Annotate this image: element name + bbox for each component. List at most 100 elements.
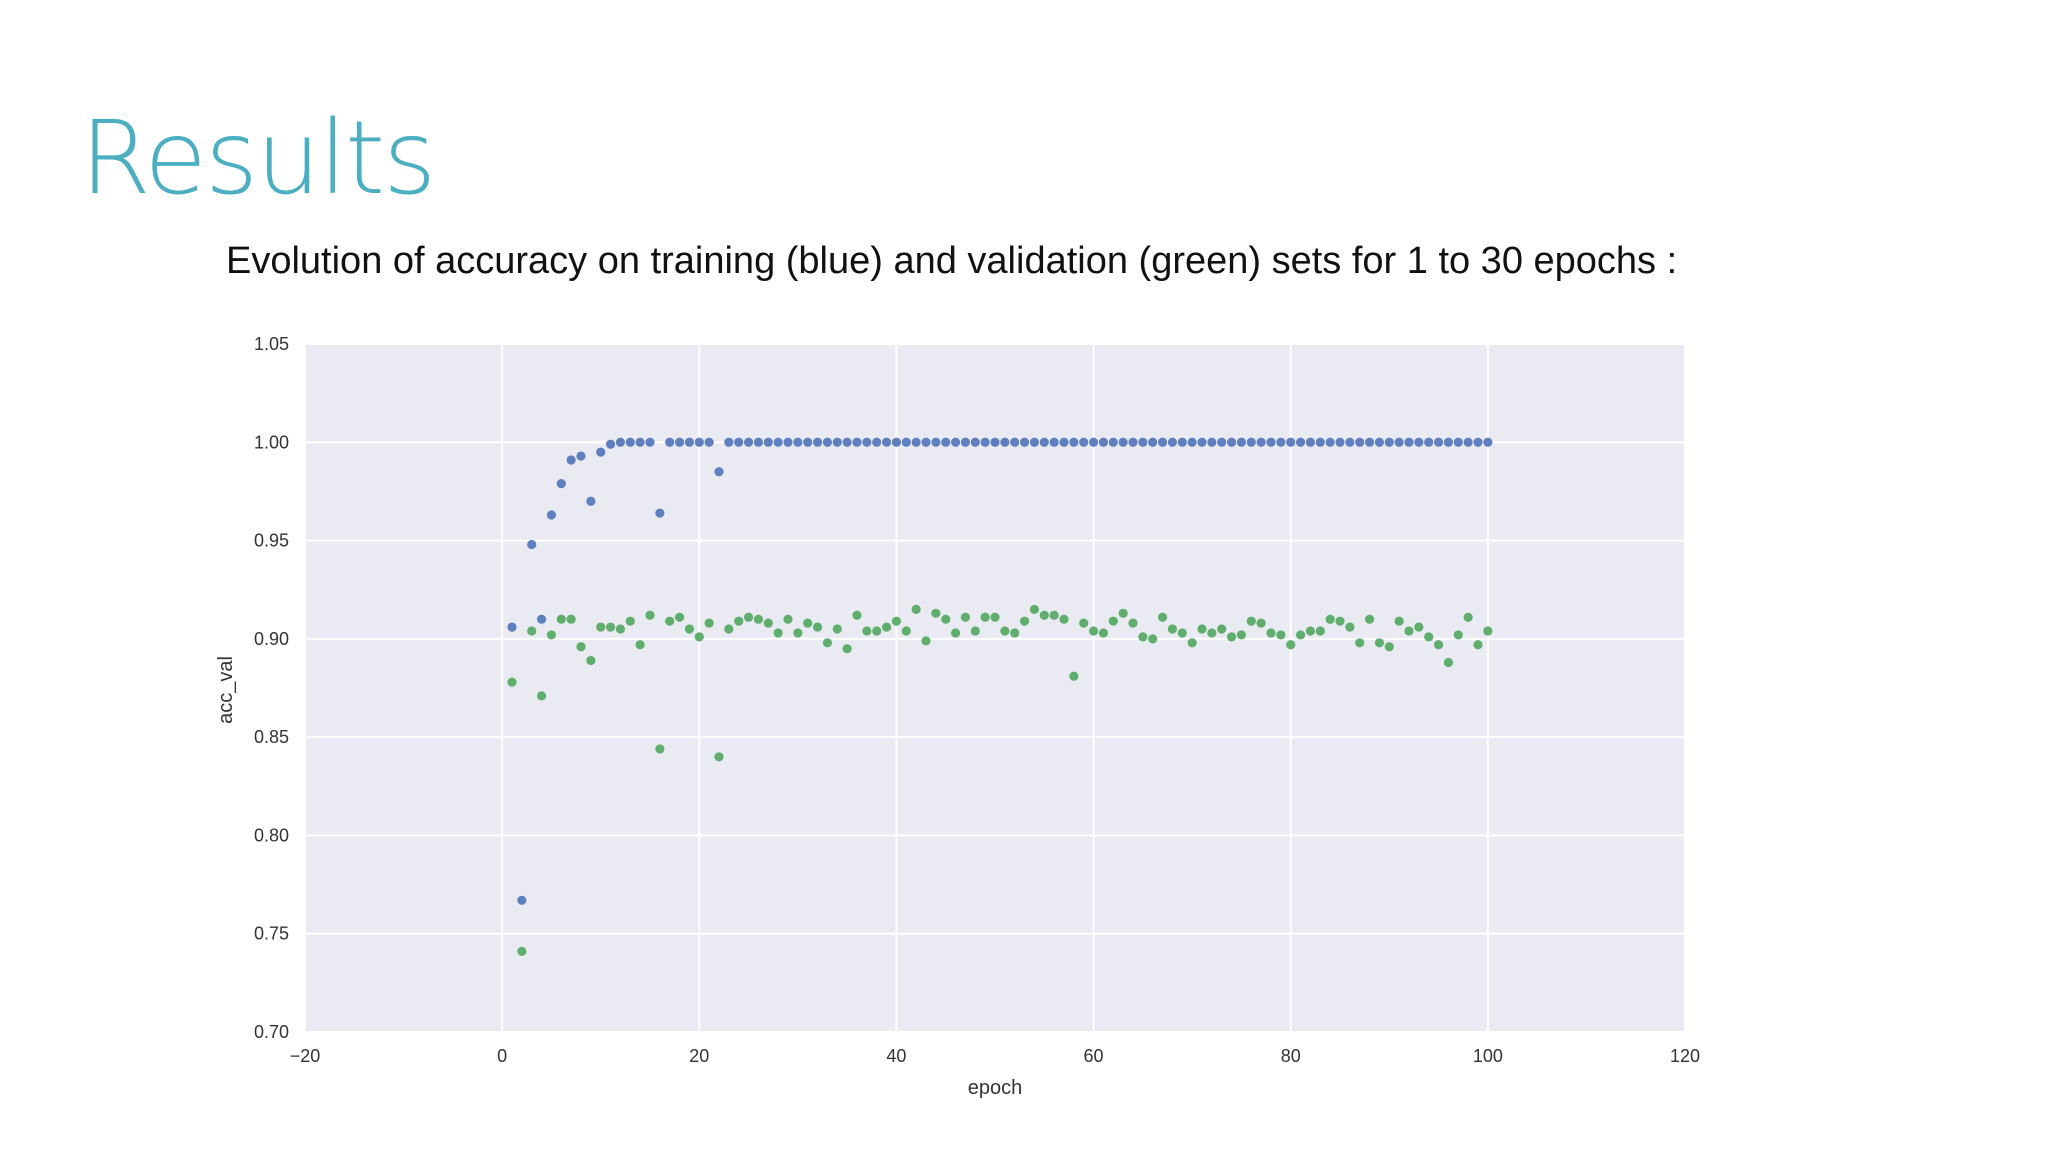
data-point [556,478,566,489]
data-point [1305,626,1316,636]
data-point [1226,632,1237,642]
y-tick-label: 1.05 [254,334,289,354]
data-point [1157,612,1168,622]
data-point [832,437,842,447]
data-point [517,895,527,905]
data-point [1029,437,1040,447]
data-point [1177,437,1187,447]
data-point [1079,618,1089,628]
plot-area [305,344,1685,1032]
training-series [507,437,1493,905]
data-point [1098,437,1109,447]
slide-title: Results [80,99,436,218]
data-point [714,467,724,477]
data-point [615,437,626,447]
data-point [1138,632,1148,642]
data-point [783,614,793,624]
data-point [635,640,645,650]
data-point [724,624,734,634]
data-point [1473,640,1483,650]
data-point [911,437,921,447]
y-tick-label: 0.90 [254,629,289,649]
data-point [1473,437,1483,447]
data-point [1187,638,1197,648]
data-point [743,437,754,447]
data-point [1148,634,1158,644]
y-tick-label: 0.85 [254,727,289,747]
data-point [931,437,941,447]
data-point [1453,630,1463,640]
data-point [891,616,902,626]
data-point [950,628,961,638]
data-point [980,612,990,622]
y-tick-label: 1.00 [254,432,289,452]
data-point [1256,437,1266,447]
data-point [1049,437,1059,447]
data-point [1246,437,1256,447]
data-point [990,437,1000,447]
x-axis-ticks: −20 0 20 40 60 80 100 120 [290,1046,1700,1066]
data-point [901,437,911,447]
data-point [1394,437,1404,447]
data-point [1335,616,1345,626]
data-point [1433,437,1444,447]
data-point [1404,626,1414,636]
data-point [596,447,606,457]
data-point [507,622,517,632]
data-point [527,539,537,550]
data-point [1039,610,1049,620]
data-point [517,946,527,957]
data-point [1187,437,1197,447]
data-point [566,614,576,624]
data-point [1335,437,1345,447]
data-point [793,628,803,638]
data-point [1167,624,1178,634]
data-point [1266,437,1276,447]
y-tick-label: 0.75 [254,924,289,944]
data-point [655,744,665,754]
data-point [773,628,783,638]
data-point [1345,437,1355,447]
data-points [507,437,1493,957]
data-point [1059,437,1069,447]
data-point [1236,630,1247,640]
validation-series [507,604,1493,957]
data-point [980,437,990,447]
data-point [960,612,971,622]
data-point [665,616,675,626]
x-tick-label: 100 [1473,1046,1503,1066]
data-point [635,437,645,447]
data-point [1138,437,1148,447]
data-point [812,437,823,447]
data-point [990,612,1000,622]
data-point [862,626,872,636]
data-point [1414,437,1424,447]
data-point [704,437,714,447]
data-point [1108,616,1118,626]
data-point [1374,638,1385,648]
y-tick-label: 0.80 [254,825,289,845]
data-point [783,437,793,447]
data-point [891,437,902,447]
data-point [674,437,685,447]
data-point [862,437,872,447]
data-point [763,437,773,447]
data-point [970,626,980,636]
data-point [901,626,911,636]
data-point [881,622,892,632]
data-point [1128,618,1138,628]
data-point [1079,437,1089,447]
data-point [714,752,724,762]
data-point [822,437,833,447]
data-point [1443,437,1454,447]
data-point [1345,622,1355,632]
data-point [1098,628,1109,638]
y-axis-ticks: 0.70 0.75 0.80 0.85 0.90 0.95 1.00 1.05 [254,334,289,1042]
data-point [1414,622,1424,632]
data-point [852,437,862,447]
data-point [852,610,862,620]
data-point [872,437,882,447]
data-point [1029,604,1040,614]
data-point [1374,437,1385,447]
data-point [842,644,852,654]
